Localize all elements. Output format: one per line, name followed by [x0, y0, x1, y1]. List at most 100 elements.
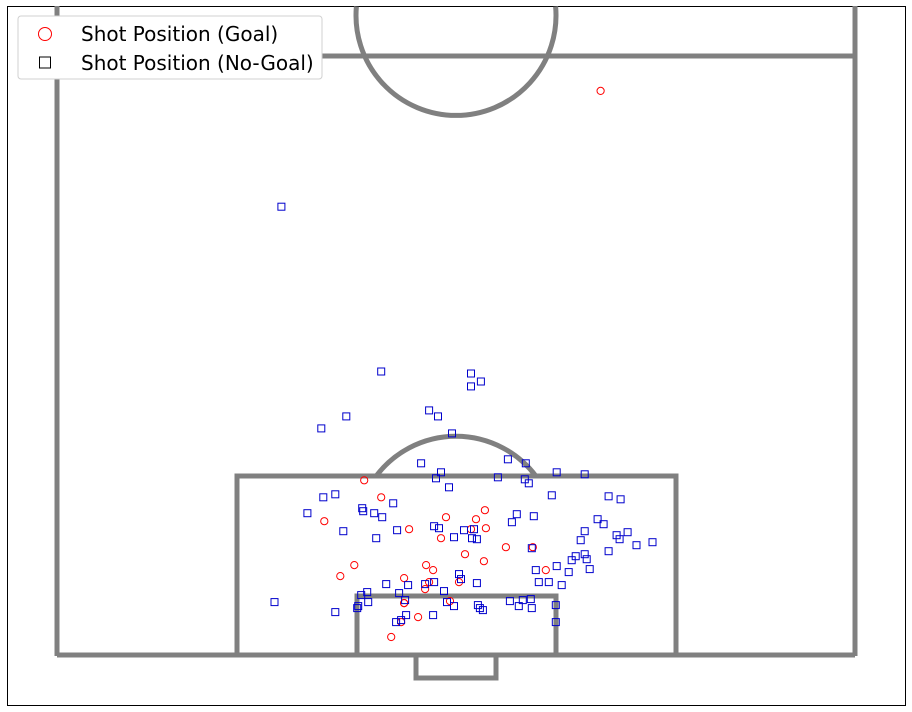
no-goal-shot-point — [378, 513, 387, 522]
goal-shot-point — [397, 618, 406, 627]
no-goal-shot-point — [317, 424, 326, 433]
no-goal-shot-point — [593, 515, 602, 524]
no-goal-shot-point — [527, 544, 536, 553]
no-goal-shot-point — [331, 608, 340, 617]
no-goal-shot-point — [430, 578, 439, 587]
no-goal-shot-point — [632, 541, 641, 550]
no-goal-shot-point — [478, 606, 487, 615]
no-goal-shot-point — [457, 575, 465, 584]
legend-goal-marker — [38, 27, 52, 41]
goal-shot-point — [422, 561, 431, 570]
goal-shot-point — [360, 476, 369, 485]
no-goal-shot-point — [354, 602, 363, 611]
no-goal-shot-point — [417, 459, 426, 468]
no-goal-shot-point — [450, 602, 458, 611]
no-goal-shot-point — [529, 512, 538, 521]
goal-shot-point — [481, 524, 490, 533]
no-goal-shot-point — [331, 490, 340, 499]
no-goal-shot-point — [357, 591, 366, 600]
no-goal-shot-point — [493, 473, 502, 482]
no-goal-shot-point — [432, 474, 440, 483]
no-goal-shot-point — [585, 565, 594, 574]
no-goal-shot-point — [576, 536, 585, 545]
no-goal-shot-point — [552, 468, 561, 477]
no-goal-shot-point — [503, 455, 512, 464]
no-goal-shot-point — [353, 604, 362, 613]
six-yard-box — [354, 593, 559, 658]
goal-shot-point — [471, 515, 481, 524]
no-goal-shot-point — [277, 202, 286, 211]
no-goal-shot-point — [395, 589, 404, 598]
no-goal-shot-point — [430, 522, 439, 531]
no-goal-shot-point — [401, 596, 410, 605]
no-goal-shot-point — [342, 412, 351, 421]
no-goal-shot-point — [370, 509, 379, 518]
goal-shot-point — [429, 566, 438, 575]
no-goal-shot-point — [599, 520, 608, 529]
no-goal-shot-point — [580, 527, 589, 536]
no-goal-shot-point — [557, 581, 566, 590]
goal-shot-point — [479, 557, 488, 566]
no-goal-shot-point — [616, 495, 625, 504]
no-goal-shot-point — [564, 568, 573, 577]
no-goal-shot-point — [512, 510, 521, 519]
no-goal-shot-point — [582, 555, 591, 564]
no-goal-shot-point — [521, 459, 530, 468]
no-goal-shot-point — [507, 518, 516, 527]
no-goal-shot-point — [467, 382, 475, 391]
no-goal-shot-point — [303, 509, 312, 518]
no-goal-shot-point — [527, 604, 536, 613]
no-goal-shot-point — [270, 598, 279, 607]
goal-frame — [413, 652, 499, 681]
center-circle — [353, 6, 559, 118]
legend-goal-label: Shot Position (Goal) — [81, 22, 278, 46]
no-goal-shot-point — [544, 578, 553, 587]
goal-shot-point — [441, 513, 451, 522]
no-goal-shot-point — [648, 538, 657, 547]
no-goal-shot-point — [450, 533, 458, 542]
no-goal-shot-point — [612, 531, 621, 540]
no-goal-shot-point — [547, 491, 556, 500]
no-goal-shot-point — [552, 562, 561, 571]
goal-shot-point — [377, 493, 386, 502]
legend: Shot Position (Goal) Shot Position (No-G… — [17, 15, 323, 80]
legend-box — [17, 15, 323, 80]
no-goal-shot-point — [404, 581, 413, 590]
no-goal-shot-point — [421, 580, 430, 589]
goal-shot-point — [414, 613, 423, 622]
goal-shot-point — [336, 572, 345, 581]
legend-nogoal-marker — [39, 56, 51, 69]
no-goal-shot-point — [319, 493, 328, 502]
no-goal-shot-point — [505, 597, 514, 606]
no-goal-shot-point — [382, 580, 391, 589]
no-goal-shot-point — [445, 483, 453, 492]
no-goal-shot-point — [534, 578, 543, 587]
goal-shot-point — [387, 632, 396, 642]
no-goal-shot-point — [467, 369, 475, 378]
no-goal-shot-point — [392, 618, 401, 627]
goal-shot-point — [436, 534, 446, 543]
no-goal-shot-point — [425, 406, 434, 415]
no-goal-shot-point — [472, 535, 481, 544]
no-goal-shot-point — [470, 525, 478, 534]
no-goal-shot-point — [580, 550, 589, 559]
no-goal-shot-point — [455, 570, 463, 579]
goal-shot-point — [400, 574, 409, 583]
no-goal-shot-point — [468, 534, 476, 543]
no-goal-shot-point — [448, 429, 456, 438]
no-goal-shot-point — [551, 618, 560, 627]
no-goal-shot-point — [623, 528, 632, 537]
goal-shot-point — [501, 543, 510, 552]
no-goal-shot-point — [604, 547, 613, 556]
no-goal-shot-point — [402, 611, 411, 620]
no-goal-shot-point — [359, 507, 368, 516]
no-goal-shot-point — [604, 492, 613, 501]
no-goal-shot-point — [460, 526, 468, 535]
goal-shot-point — [460, 550, 470, 559]
penalty-box — [234, 473, 679, 658]
no-goal-shot-point — [364, 598, 373, 607]
goal-shot-point — [541, 566, 550, 575]
goal-shot-point — [528, 543, 537, 552]
no-goal-shot-point — [372, 534, 381, 543]
